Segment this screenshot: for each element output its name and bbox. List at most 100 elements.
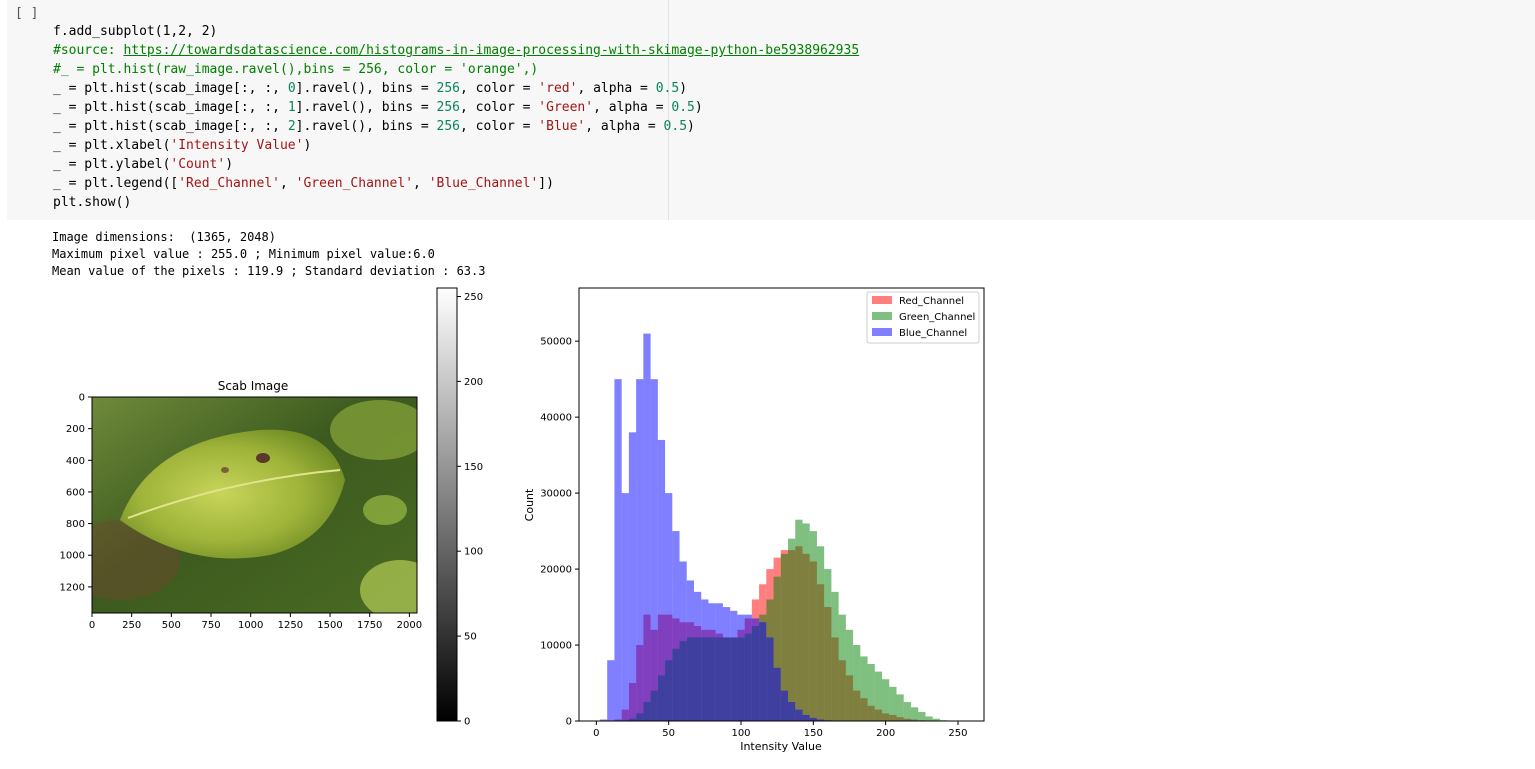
code-token: 'Blue_Channel' xyxy=(428,176,539,191)
x-tick-label: 250 xyxy=(948,728,967,739)
histogram-bar-blue xyxy=(636,379,644,721)
x-tick-label: 150 xyxy=(804,728,823,739)
histogram-bar-green xyxy=(816,546,825,721)
code-token: ) xyxy=(679,81,688,96)
y-tick-label: 600 xyxy=(66,487,85,498)
histogram-bar-green xyxy=(802,523,810,721)
histogram-bar-blue xyxy=(599,719,608,721)
code-token: , alpha = xyxy=(585,119,664,134)
legend: Red_Channel Green_Channel Blue_Channel xyxy=(866,291,980,344)
histogram-bar-green xyxy=(838,614,846,721)
colorbar-axis: 0 50 100 150 200 250 xyxy=(457,292,483,728)
x-tick-label: 250 xyxy=(122,620,141,631)
run-button[interactable]: [ ] xyxy=(15,6,39,21)
histogram-bar-blue xyxy=(657,439,666,721)
code-line: _ = plt.hist(scab_image[:, :, 1].ravel()… xyxy=(53,98,859,117)
line-length-ruler xyxy=(668,0,669,220)
code-token: , xyxy=(413,176,429,191)
legend-swatch-red xyxy=(872,296,892,304)
x-tick-label: 50 xyxy=(662,728,675,739)
histogram-bar-green xyxy=(824,569,832,721)
x-tick-label: 0 xyxy=(89,620,95,631)
scab-leaf-image xyxy=(92,397,417,613)
histogram-bar-green xyxy=(932,718,940,721)
code-token: , xyxy=(279,176,296,191)
code-line: plt.show() xyxy=(53,195,132,210)
code-token: , alpha = xyxy=(593,100,672,115)
code-line: _ = plt.hist(scab_image[:, :, 0].ravel()… xyxy=(53,79,859,98)
histogram-bar-blue xyxy=(672,531,680,721)
histogram-bar-blue xyxy=(693,591,702,721)
histogram-bar-blue xyxy=(780,690,789,721)
legend-label-blue: Blue_Channel xyxy=(899,328,967,339)
histogram-bar-green xyxy=(889,686,897,721)
image-x-axis: 0 250 500 750 1000 1250 1500 1750 2000 xyxy=(89,613,422,631)
histogram-bar-green xyxy=(925,716,933,721)
histogram-bar-green xyxy=(780,553,789,721)
legend-swatch-blue xyxy=(872,328,892,336)
code-line: #_ = plt.hist(raw_image.ravel(),bins = 2… xyxy=(53,62,539,77)
y-tick-label: 40000 xyxy=(540,413,572,424)
histogram-bar-green xyxy=(896,694,904,721)
histogram-x-axis: 0 50 100 150 200 250 xyxy=(593,721,968,739)
colorbar xyxy=(437,288,457,721)
histogram-bar-green xyxy=(831,591,839,721)
legend-swatch-green xyxy=(872,312,892,320)
histogram-bar-blue xyxy=(759,622,767,721)
histogram-bar-green xyxy=(918,711,926,721)
x-tick-label: 1250 xyxy=(278,620,303,631)
code-line: _ = plt.xlabel('Intensity Value') xyxy=(53,136,859,155)
histogram-bar-blue xyxy=(809,717,817,721)
histogram-bar-green xyxy=(773,576,781,721)
image-title: Scab Image xyxy=(218,379,289,393)
comment-text: #source: xyxy=(53,43,124,58)
y-tick-label: 10000 xyxy=(540,641,572,652)
colorbar-tick-label: 50 xyxy=(464,632,477,643)
code-token: ].ravel(), bins = xyxy=(295,100,437,115)
code-token: , color = xyxy=(460,119,539,134)
y-tick-label: 1000 xyxy=(60,551,85,562)
code-token: 256 xyxy=(436,81,461,96)
y-tick-label: 200 xyxy=(66,424,85,435)
histogram-bar-blue xyxy=(722,607,731,721)
code-token: 1 xyxy=(287,100,296,115)
histogram-bar-blue xyxy=(802,714,810,721)
histogram-bar-blue xyxy=(715,603,723,721)
code-token: 0.5 xyxy=(663,119,688,134)
code-token: , color = xyxy=(460,100,539,115)
legend-box xyxy=(866,291,980,344)
histogram-bar-blue xyxy=(708,603,716,721)
cell-output: Image dimensions: (1365, 2048) Maximum p… xyxy=(52,229,485,280)
histogram-bar-green xyxy=(910,707,919,721)
histogram-bar-green xyxy=(853,645,861,721)
code-editor[interactable]: f.add_subplot(1,2, 2) #source: https://t… xyxy=(53,22,859,212)
histogram-bar-green xyxy=(788,538,796,721)
code-line: f.add_subplot(1,2, 2) xyxy=(53,24,218,39)
code-token: ) xyxy=(225,157,234,172)
histogram-bar-blue xyxy=(751,618,760,721)
code-token: ].ravel(), bins = xyxy=(295,81,437,96)
source-link[interactable]: https://towardsdatascience.com/histogram… xyxy=(123,43,860,58)
histogram-bar-green xyxy=(882,679,890,721)
y-tick-label: 400 xyxy=(66,456,85,467)
code-token: 'Red_Channel' xyxy=(178,176,280,191)
code-token: _ = plt.hist(scab_image[:, :, xyxy=(53,81,288,96)
x-tick-label: 200 xyxy=(876,728,895,739)
y-tick-label: 0 xyxy=(79,393,85,404)
code-token: 2 xyxy=(287,119,296,134)
histogram-bar-blue xyxy=(614,379,622,721)
image-y-axis: 0 200 400 600 800 1000 1200 xyxy=(60,393,92,593)
code-cell[interactable] xyxy=(7,0,1535,220)
histogram-bar-green xyxy=(860,656,868,721)
code-token: 'red' xyxy=(538,81,578,96)
x-tick-label: 1500 xyxy=(317,620,342,631)
histogram-bar-blue xyxy=(607,660,615,721)
output-line: Maximum pixel value : 255.0 ; Minimum pi… xyxy=(52,247,435,261)
histogram-bar-green xyxy=(845,629,854,721)
code-token: 'Intensity Value' xyxy=(170,138,304,153)
legend-label-red: Red_Channel xyxy=(899,296,964,307)
code-token: _ = plt.xlabel( xyxy=(53,138,171,153)
histogram-bar-blue xyxy=(737,614,745,721)
colorbar-tick-label: 250 xyxy=(464,292,483,303)
